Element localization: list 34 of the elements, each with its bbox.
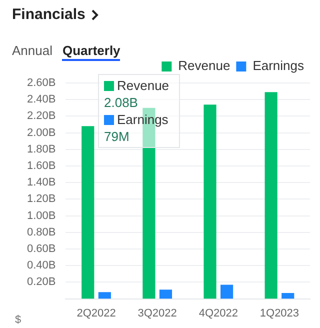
y-tick-label: 1.00B: [26, 210, 56, 222]
annotation: 2.08B: [104, 94, 139, 111]
y-tick-label: 0.80B: [26, 226, 56, 238]
y-tick-label: 1.40B: [26, 176, 56, 189]
bar: [204, 104, 216, 299]
chart-title: Financials: [12, 6, 86, 23]
y-axis-title: $: [14, 314, 22, 326]
bar: [98, 292, 111, 299]
bar: [220, 284, 234, 299]
x-tick-label: 1Q2023: [260, 307, 300, 320]
y-tick-label: 0.60B: [26, 243, 56, 256]
bar: [159, 290, 172, 299]
text: Quarterly: [62, 43, 120, 61]
annotation: Earnings: [117, 111, 168, 128]
bar: [282, 292, 294, 299]
x-tick-label: 2Q2022: [76, 307, 116, 320]
y-tick-label: 2.40B: [26, 94, 56, 106]
y-tick-label: 0.20B: [26, 276, 56, 288]
bar: [264, 92, 278, 299]
annotation: Revenue: [117, 77, 170, 94]
x-tick-label: 3Q2022: [138, 307, 177, 320]
y-tick-label: 0.40B: [26, 260, 56, 272]
y-tick-label: 2.20B: [26, 110, 56, 122]
legend-label: Earnings: [252, 58, 304, 74]
x-tick-label: 4Q2022: [198, 307, 238, 320]
annotation: 79M: [104, 128, 130, 145]
y-tick-label: 1.20B: [26, 193, 56, 206]
bar: [82, 126, 94, 299]
y-tick-label: 1.60B: [26, 160, 56, 172]
y-tick-label: 2.00B: [26, 126, 56, 139]
text: Annual: [12, 43, 52, 60]
y-tick-label: 2.60B: [26, 77, 56, 90]
legend-label: Revenue: [178, 58, 230, 74]
y-tick-label: 1.80B: [26, 143, 56, 156]
